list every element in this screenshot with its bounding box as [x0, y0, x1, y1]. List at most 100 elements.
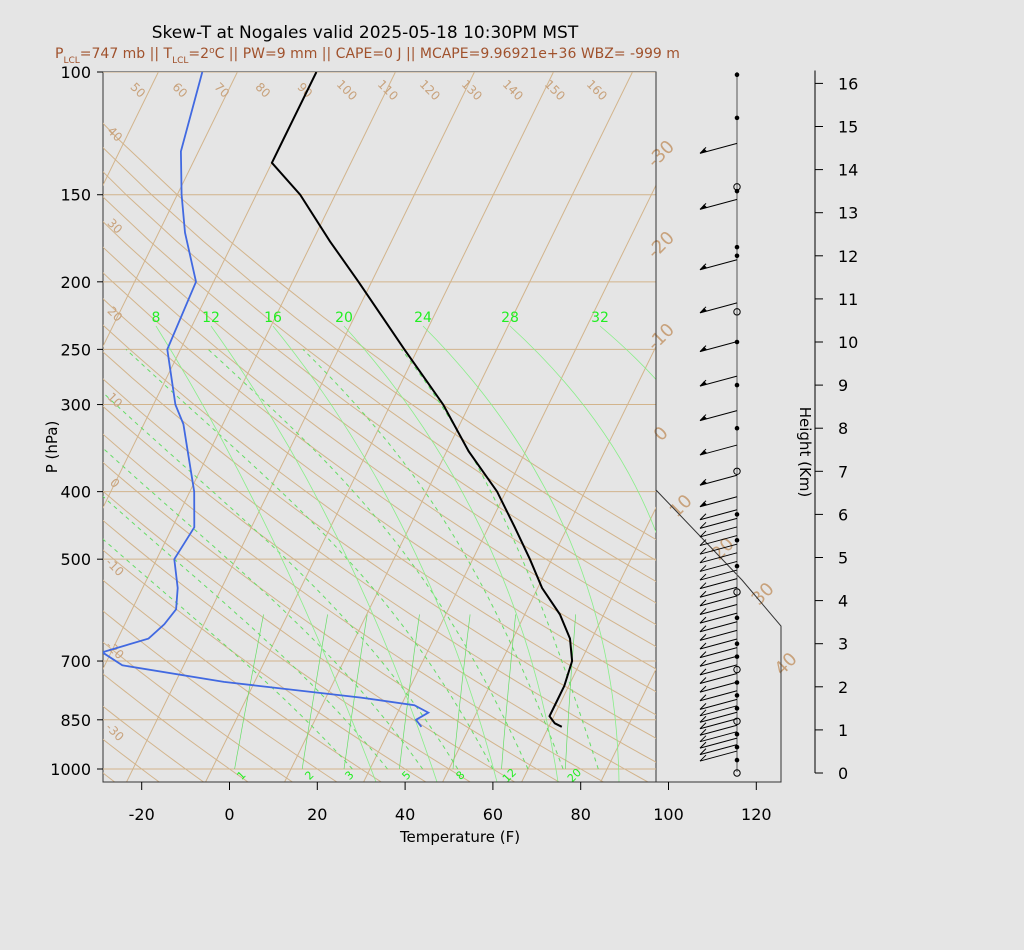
wind-barb	[699, 552, 738, 564]
wind-barb-staff	[699, 142, 738, 154]
wind-barb	[699, 509, 738, 521]
wind-barb-staff	[699, 496, 738, 508]
background-grid	[0, 56, 656, 784]
wind-barb	[699, 259, 738, 271]
dry-adiabat-label: 110	[375, 77, 401, 103]
height-marker	[733, 665, 741, 674]
theta-e-label: 20	[335, 310, 353, 326]
theta-e-label: 8	[152, 310, 161, 326]
height-marker	[733, 769, 741, 777]
wind-barb-staff	[699, 718, 738, 730]
theta-e-label: 32	[591, 310, 609, 326]
wind-barb-staff	[699, 517, 738, 529]
wind-barb-pennant	[700, 415, 707, 421]
wind-barb-staff	[699, 629, 738, 641]
dry-adiabat-line	[103, 196, 656, 604]
wind-barb-staff	[699, 410, 738, 422]
height-marker	[734, 339, 740, 345]
isotherm-line	[125, 72, 476, 782]
wind-barb-feather	[699, 715, 707, 723]
wind-barb-pennant	[700, 148, 707, 154]
height-tick-label: 15	[838, 118, 858, 137]
wind-barb-staff	[699, 474, 738, 486]
dry-adiabat-line	[0, 72, 73, 784]
wind-barb	[699, 718, 738, 730]
wind-barb-feather	[699, 547, 707, 555]
wind-barb	[699, 750, 738, 762]
dry-adiabat-label: 150	[542, 77, 568, 103]
wind-barb-staff	[699, 655, 738, 667]
wind-barb	[699, 302, 738, 314]
wind-barb-staff	[699, 737, 738, 749]
x-tick-label: 40	[395, 805, 415, 824]
wind-barb-feather	[699, 521, 707, 529]
wind-barb-feather	[699, 668, 707, 676]
dry-adiabat-line	[103, 461, 561, 782]
dry-adiabat-line	[103, 324, 656, 716]
wind-barb-staff	[699, 586, 738, 598]
isotherm-label-left: 0	[107, 476, 122, 491]
wind-barb	[699, 612, 738, 624]
wind-barb-staff	[699, 705, 738, 717]
dry-adiabat-line	[103, 610, 338, 782]
wind-barb-feather	[699, 685, 707, 693]
isotherm-label-left: 10	[104, 390, 125, 411]
height-tick-label: 9	[838, 376, 848, 395]
dry-adiabat-line	[103, 549, 427, 782]
profile-dewpoint-line	[103, 72, 431, 728]
dry-adiabat-line	[103, 298, 656, 693]
wind-barb-staff	[699, 543, 738, 555]
y-tick-label: 700	[60, 652, 91, 671]
theta-e-label: 12	[202, 310, 220, 326]
wind-barb-pennant	[700, 204, 707, 210]
wind-barb-feather	[699, 530, 707, 538]
height-marker	[734, 706, 740, 711]
wind-barb-feather	[699, 642, 707, 650]
wind-barb-staff	[699, 750, 738, 762]
wind-barb-staff	[699, 341, 738, 353]
x-axis-label: Temperature (F)	[399, 828, 520, 846]
wind-barb	[699, 341, 738, 353]
wind-barb-staff	[699, 690, 738, 702]
wind-barb	[699, 744, 738, 756]
height-marker	[734, 744, 740, 750]
wind-barb-staff	[699, 198, 738, 210]
height-marker	[733, 717, 741, 725]
wind-barb-staff	[699, 681, 738, 693]
wind-barb	[699, 629, 738, 641]
height-tick-label: 7	[838, 462, 848, 481]
y-tick-label: 500	[60, 550, 91, 569]
wind-barb-staff	[699, 638, 738, 650]
wind-barb-feather	[699, 634, 707, 641]
wind-barb-staff	[699, 444, 738, 456]
dry-adiabat-line	[103, 378, 656, 763]
wind-barb	[699, 595, 738, 607]
wind-barb-feather	[699, 702, 707, 710]
dry-adiabat-label: 160	[584, 77, 610, 103]
wind-barb	[699, 604, 738, 616]
dry-adiabat-line	[103, 705, 205, 782]
x-tick-label: 120	[741, 805, 772, 824]
wind-barb-staff	[699, 595, 738, 607]
wind-barb-feather	[699, 728, 707, 736]
isotherm-line	[0, 56, 87, 783]
wind-barb-staff	[699, 711, 738, 723]
mixing-ratio-line	[343, 614, 368, 770]
height-marker	[734, 654, 740, 659]
theta-e-label: 28	[501, 310, 519, 326]
isotherm-line	[103, 72, 396, 670]
height-marker	[734, 563, 740, 569]
wind-barb-staff	[699, 535, 738, 547]
wind-barb-feather	[699, 590, 707, 598]
height-tick-label: 11	[838, 290, 858, 309]
wind-panel	[103, 72, 782, 783]
x-tick-label: 0	[224, 805, 234, 824]
height-marker	[734, 615, 740, 621]
dry-adiabat-line	[103, 519, 472, 782]
height-marker	[733, 308, 741, 316]
height-tick-label: 12	[838, 247, 858, 266]
y-tick-label: 400	[60, 483, 91, 502]
wind-barb-feather	[699, 722, 707, 730]
dry-adiabat-label: 100	[334, 77, 360, 103]
y-tick-label: 250	[60, 340, 91, 359]
